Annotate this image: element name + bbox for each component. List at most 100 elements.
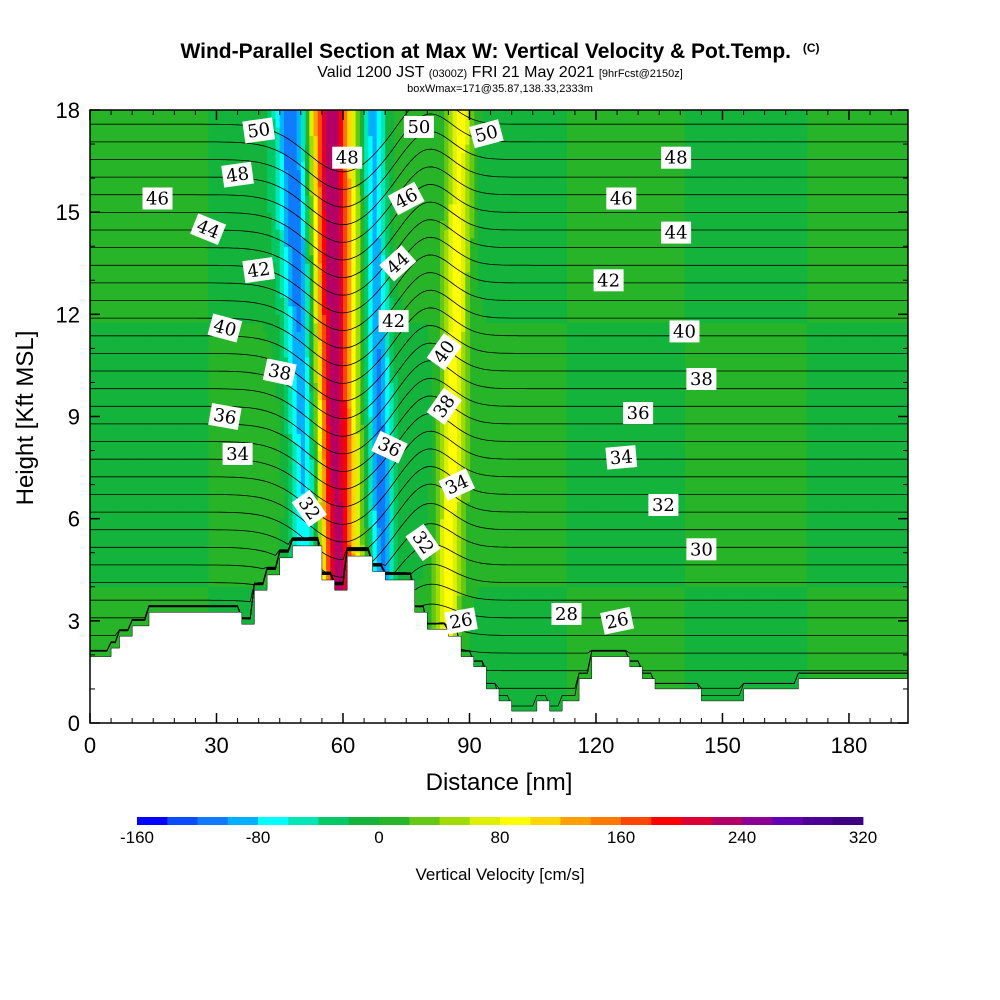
field-cell	[431, 603, 437, 613]
field-cell	[106, 527, 112, 537]
field-cell	[903, 373, 908, 383]
field-cell	[596, 433, 601, 443]
field-cell	[397, 459, 403, 469]
field-cell	[385, 408, 390, 418]
field-cell	[406, 484, 411, 494]
field-cell	[836, 365, 842, 375]
field-cell	[456, 510, 462, 520]
field-cell	[583, 493, 589, 503]
field-cell	[385, 382, 390, 392]
field-cell	[140, 459, 146, 469]
field-cell	[473, 637, 479, 647]
field-cell	[368, 356, 374, 366]
field-cell	[583, 416, 589, 426]
field-cell	[524, 697, 530, 707]
field-cell	[899, 399, 905, 409]
field-cell	[402, 501, 407, 511]
field-cell	[806, 561, 812, 571]
field-cell	[178, 356, 184, 366]
field-cell	[806, 416, 812, 426]
field-cell	[638, 569, 643, 579]
field-cell	[199, 561, 205, 571]
field-cell	[840, 356, 846, 366]
field-cell	[359, 467, 365, 477]
field-cell	[608, 476, 614, 486]
field-cell	[671, 433, 677, 443]
field-cell	[330, 501, 336, 511]
field-cell	[140, 535, 146, 545]
field-cell	[406, 518, 411, 528]
field-cell	[849, 467, 854, 477]
field-cell	[469, 629, 475, 639]
field-cell	[123, 544, 129, 554]
field-cell	[414, 561, 420, 571]
field-cell	[94, 527, 99, 537]
field-cell	[321, 391, 327, 401]
field-cell	[106, 382, 112, 392]
field-cell	[617, 425, 622, 435]
field-cell	[638, 476, 643, 486]
field-cell	[338, 467, 344, 477]
field-cell	[191, 459, 196, 469]
field-cell	[292, 476, 298, 486]
field-cell	[886, 416, 892, 426]
field-cell	[903, 544, 908, 554]
field-cell	[714, 646, 719, 656]
field-cell	[410, 425, 416, 435]
field-cell	[98, 391, 104, 401]
field-cell	[149, 552, 154, 562]
field-cell	[612, 493, 618, 503]
field-cell	[650, 569, 656, 579]
field-cell	[827, 459, 833, 469]
field-cell	[106, 450, 112, 460]
field-cell	[182, 561, 188, 571]
field-cell	[528, 586, 534, 596]
field-cell	[406, 382, 411, 392]
field-cell	[423, 365, 428, 375]
field-cell	[127, 391, 133, 401]
field-cell	[714, 671, 719, 681]
field-cell	[878, 425, 884, 435]
field-cell	[123, 501, 129, 511]
field-cell	[789, 654, 795, 664]
field-cell	[203, 425, 209, 435]
field-cell	[279, 450, 285, 460]
field-cell	[545, 629, 551, 639]
field-cell	[827, 467, 833, 477]
field-cell	[532, 637, 538, 647]
field-cell	[819, 501, 825, 511]
field-cell	[187, 484, 192, 494]
field-cell	[410, 459, 416, 469]
field-cell	[174, 561, 180, 571]
field-cell	[600, 399, 605, 409]
field-cell	[579, 365, 584, 375]
field-cell	[705, 688, 711, 698]
field-cell	[832, 408, 837, 418]
field-cell	[638, 510, 643, 520]
field-cell	[499, 603, 504, 613]
field-cell	[638, 518, 643, 528]
field-cell	[836, 484, 842, 494]
field-cell	[503, 586, 508, 596]
field-cell	[553, 706, 559, 716]
field-cell	[811, 535, 816, 545]
field-cell	[385, 561, 390, 571]
field-cell	[119, 365, 125, 375]
field-cell	[701, 637, 707, 647]
field-cell	[861, 382, 867, 392]
field-cell	[414, 425, 420, 435]
field-cell	[444, 578, 449, 588]
field-cell	[524, 663, 530, 673]
field-cell	[612, 518, 618, 528]
field-cell	[292, 356, 298, 366]
field-cell	[338, 450, 344, 460]
field-cell	[368, 450, 374, 460]
field-cell	[187, 382, 192, 392]
field-cell	[178, 459, 184, 469]
field-cell	[659, 450, 664, 460]
field-cell	[309, 442, 315, 452]
field-cell	[288, 510, 293, 520]
field-cell	[98, 365, 104, 375]
field-cell	[406, 356, 411, 366]
field-cell	[558, 637, 563, 647]
